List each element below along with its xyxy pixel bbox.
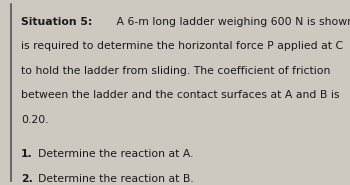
Text: to hold the ladder from sliding. The coefficient of friction: to hold the ladder from sliding. The coe… xyxy=(21,66,330,76)
Text: 0.20.: 0.20. xyxy=(21,115,49,125)
Text: 1.: 1. xyxy=(21,149,33,159)
Text: is required to determine the horizontal force P applied at C: is required to determine the horizontal … xyxy=(21,41,343,51)
Text: A 6-m long ladder weighing 600 N is shown. It: A 6-m long ladder weighing 600 N is show… xyxy=(113,17,350,27)
Text: Situation 5:: Situation 5: xyxy=(21,17,92,27)
Text: between the ladder and the contact surfaces at A and B is: between the ladder and the contact surfa… xyxy=(21,90,340,100)
Text: 2.: 2. xyxy=(21,174,33,184)
Text: Determine the reaction at B.: Determine the reaction at B. xyxy=(38,174,194,184)
Text: Determine the reaction at A.: Determine the reaction at A. xyxy=(38,149,194,159)
